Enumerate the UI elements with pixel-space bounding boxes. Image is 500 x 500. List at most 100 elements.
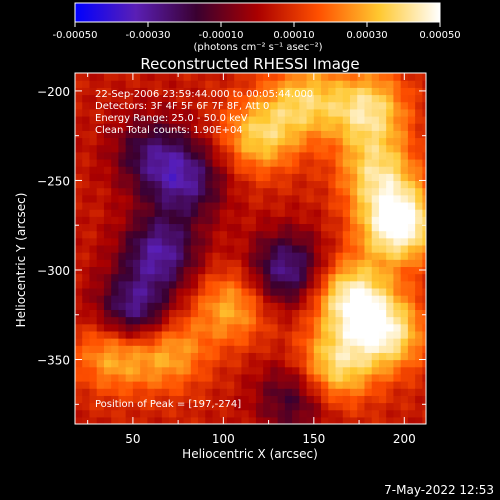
heatmap-cell [140, 295, 148, 303]
heatmap-cell [328, 381, 337, 389]
heatmap-cell [306, 94, 315, 103]
heatmap-cell [219, 388, 228, 396]
heatmap-cell [132, 158, 141, 167]
heatmap-cell [147, 230, 156, 239]
heatmap-cell [386, 151, 395, 160]
heatmap-cell [386, 201, 395, 210]
heatmap-cell [212, 309, 221, 318]
heatmap-cell [277, 187, 286, 196]
heatmap-cell [263, 130, 272, 139]
heatmap-cell [198, 216, 206, 225]
heatmap-cell [198, 244, 206, 253]
heatmap-cell [96, 373, 105, 382]
heatmap-cell [147, 316, 156, 325]
heatmap-cell [371, 187, 380, 196]
heatmap-cell [422, 216, 426, 225]
heatmap-cell [111, 381, 120, 389]
heatmap-cell [407, 144, 416, 153]
heatmap-cell [190, 359, 199, 368]
heatmap-cell [103, 295, 112, 303]
heatmap-cell [393, 352, 402, 361]
heatmap-cell [212, 201, 221, 210]
heatmap-cell [371, 180, 380, 189]
heatmap-cell [190, 338, 199, 346]
heatmap-cell [140, 130, 148, 139]
heatmap-cell [364, 187, 373, 196]
heatmap-cell [371, 330, 380, 339]
heatmap-cell [357, 73, 366, 81]
heatmap-cell [140, 87, 148, 96]
heatmap-cell [89, 173, 98, 182]
heatmap-cell [103, 323, 112, 332]
heatmap-cell [422, 137, 426, 146]
heatmap-cell [103, 373, 112, 382]
heatmap-cell [313, 144, 322, 153]
heatmap-cell [161, 330, 170, 339]
heatmap-cell [154, 266, 163, 275]
heatmap-cell [96, 395, 105, 404]
heatmap-cell [357, 187, 366, 196]
heatmap-cell [284, 108, 293, 117]
heatmap-cell [306, 151, 315, 160]
heatmap-cell [212, 144, 221, 153]
heatmap-cell [89, 187, 98, 196]
heatmap-cell [335, 201, 344, 210]
heatmap-cell [96, 280, 105, 289]
heatmap-cell [234, 366, 243, 375]
heatmap-cell [111, 230, 120, 239]
heatmap-cell [306, 381, 315, 389]
heatmap-cell [140, 101, 148, 110]
heatmap-cell [393, 259, 402, 268]
heatmap-cell [255, 187, 264, 196]
heatmap-cell [335, 137, 344, 146]
heatmap-cell [422, 108, 426, 117]
heatmap-cell [248, 194, 257, 203]
heatmap-cell [335, 416, 344, 424]
heatmap-cell [212, 388, 221, 396]
heatmap-cell [270, 338, 279, 346]
heatmap-cell [350, 87, 358, 96]
heatmap-cell [96, 123, 105, 131]
heatmap-cell [299, 416, 308, 424]
heatmap-cell [140, 345, 148, 353]
heatmap-cell [132, 130, 141, 139]
heatmap-cell [111, 237, 120, 246]
heatmap-cell [241, 259, 250, 268]
heatmap-cell [125, 395, 134, 404]
heatmap-cell [241, 144, 250, 153]
heatmap-cell [219, 87, 228, 96]
heatmap-cell [125, 302, 134, 310]
heatmap-cell [96, 173, 105, 182]
heatmap-cell [161, 345, 170, 353]
heatmap-cell [313, 323, 322, 332]
heatmap-cell [198, 87, 206, 96]
heatmap-cell [378, 180, 387, 189]
heatmap-cell [263, 359, 272, 368]
heatmap-cell [82, 345, 91, 353]
heatmap-cell [386, 244, 395, 253]
heatmap-cell [226, 323, 235, 332]
heatmap-cell [205, 201, 214, 210]
heatmap-cell [342, 295, 351, 303]
heatmap-cell [89, 416, 98, 424]
heatmap-cell [255, 409, 264, 418]
heatmap-cell [248, 280, 257, 289]
heatmap-cell [118, 194, 127, 203]
heatmap-cell [234, 223, 243, 232]
heatmap-cell [226, 209, 235, 217]
heatmap-cell [154, 166, 163, 174]
heatmap-cell [219, 158, 228, 167]
heatmap-cell [234, 230, 243, 239]
heatmap-cell [248, 123, 257, 131]
heatmap-cell [255, 287, 264, 296]
heatmap-cell [277, 244, 286, 253]
heatmap-cell [270, 223, 279, 232]
heatmap-cell [161, 352, 170, 361]
heatmap-cell [140, 230, 148, 239]
heatmap-cell [313, 309, 322, 318]
heatmap-cell [118, 373, 127, 382]
heatmap-cell [378, 302, 387, 310]
heatmap-cell [241, 388, 250, 396]
heatmap-cell [350, 395, 358, 404]
heatmap-cell [226, 352, 235, 361]
